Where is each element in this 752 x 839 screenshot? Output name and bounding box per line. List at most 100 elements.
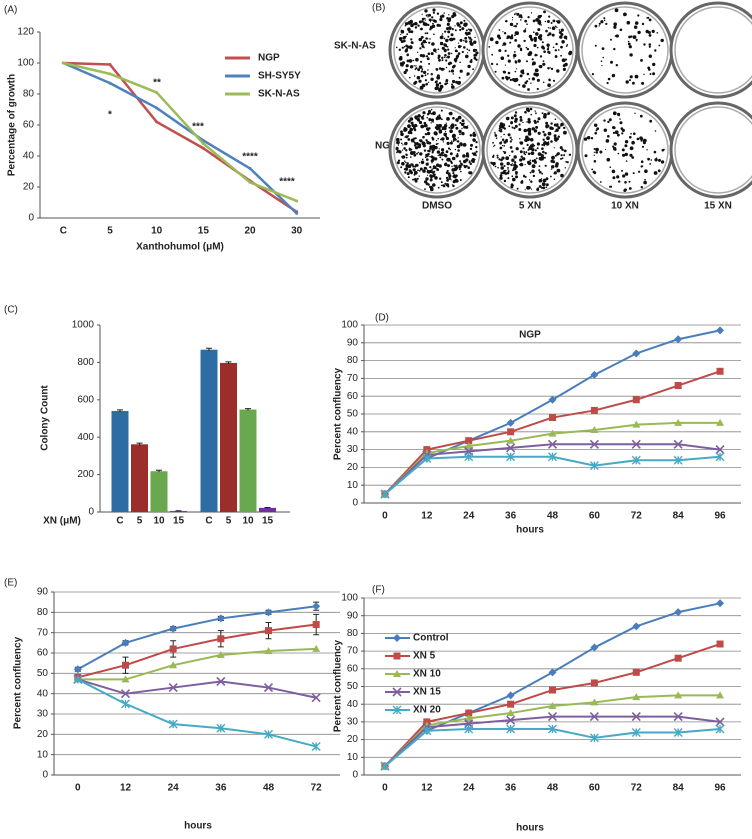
colony bbox=[502, 31, 504, 33]
colony bbox=[628, 45, 632, 49]
colony bbox=[551, 33, 555, 37]
colony bbox=[406, 59, 410, 63]
colony bbox=[539, 15, 542, 17]
y-tick-label: 20 bbox=[37, 729, 49, 740]
colony bbox=[456, 120, 459, 123]
colony bbox=[640, 165, 643, 168]
marker bbox=[216, 676, 226, 687]
colony bbox=[413, 153, 417, 157]
colony bbox=[457, 115, 462, 120]
colony bbox=[617, 152, 620, 155]
colony bbox=[516, 12, 520, 16]
colony bbox=[421, 68, 424, 70]
colony bbox=[414, 146, 419, 150]
colony bbox=[439, 35, 444, 40]
colony bbox=[440, 181, 443, 184]
colony bbox=[426, 32, 429, 35]
colony bbox=[514, 25, 517, 28]
colony bbox=[470, 58, 473, 61]
colony bbox=[595, 129, 598, 132]
colony bbox=[424, 124, 428, 128]
colony bbox=[424, 188, 426, 191]
colony bbox=[469, 171, 473, 175]
colony bbox=[526, 23, 528, 26]
annotation: ** bbox=[153, 78, 161, 89]
colony bbox=[436, 167, 439, 170]
colony bbox=[526, 143, 529, 146]
colony bbox=[501, 76, 505, 80]
x-tick-label: 60 bbox=[589, 511, 601, 522]
colony bbox=[414, 165, 417, 168]
colony bbox=[405, 48, 408, 51]
colony bbox=[593, 160, 597, 163]
colony bbox=[452, 184, 455, 188]
colony bbox=[511, 16, 514, 19]
colony bbox=[450, 140, 453, 142]
colony bbox=[525, 151, 528, 154]
colony bbox=[661, 160, 665, 164]
colony bbox=[509, 140, 512, 143]
colony bbox=[561, 157, 564, 160]
colony bbox=[411, 141, 413, 143]
colony bbox=[648, 54, 652, 58]
colony bbox=[494, 70, 497, 73]
colony bbox=[452, 12, 456, 16]
colony bbox=[447, 35, 450, 38]
colony bbox=[510, 163, 512, 166]
colony bbox=[560, 154, 563, 157]
marker bbox=[590, 370, 599, 379]
colony bbox=[658, 170, 661, 173]
y-axis-label: Percent confluency bbox=[333, 639, 344, 732]
y-tick-label: 60 bbox=[37, 648, 49, 659]
colony bbox=[446, 141, 450, 145]
colony bbox=[511, 160, 513, 162]
series-line bbox=[77, 678, 317, 748]
colony bbox=[598, 22, 601, 25]
colony bbox=[648, 45, 651, 48]
colony bbox=[418, 20, 422, 24]
colony bbox=[428, 111, 431, 115]
marker bbox=[216, 614, 225, 623]
marker bbox=[507, 700, 515, 708]
colony bbox=[648, 34, 652, 37]
colony bbox=[430, 122, 432, 124]
colony bbox=[629, 53, 633, 57]
colony bbox=[469, 147, 473, 151]
x-tick-label: 20 bbox=[244, 226, 256, 237]
colony bbox=[407, 130, 411, 135]
colony bbox=[643, 43, 646, 46]
x-tick-label: 48 bbox=[547, 511, 559, 522]
colony bbox=[450, 160, 453, 163]
colony bbox=[511, 19, 514, 21]
colony bbox=[560, 173, 564, 178]
colony bbox=[424, 167, 428, 170]
colony bbox=[496, 63, 499, 66]
colony bbox=[426, 116, 429, 119]
x-axis-label: hours bbox=[184, 821, 212, 832]
marker bbox=[548, 395, 557, 404]
colony bbox=[428, 18, 432, 22]
y-axis-label: Percent confluency bbox=[333, 367, 344, 460]
marker bbox=[631, 728, 641, 738]
colony bbox=[509, 154, 511, 157]
y-tick-label: 90 bbox=[347, 610, 359, 621]
colony bbox=[432, 121, 434, 123]
colony bbox=[541, 41, 544, 44]
marker bbox=[631, 712, 641, 722]
colony bbox=[401, 61, 405, 65]
colony bbox=[457, 149, 460, 152]
marker bbox=[506, 452, 516, 462]
colony bbox=[647, 16, 650, 19]
colony bbox=[590, 137, 594, 140]
colony bbox=[493, 145, 495, 147]
colony bbox=[428, 13, 431, 17]
marker bbox=[673, 455, 683, 465]
colony bbox=[535, 32, 539, 36]
marker bbox=[716, 599, 725, 608]
bar bbox=[170, 511, 187, 512]
colony bbox=[530, 82, 532, 84]
colony bbox=[450, 69, 455, 73]
colony bbox=[624, 188, 627, 192]
colony bbox=[458, 129, 462, 134]
colony bbox=[498, 29, 501, 31]
